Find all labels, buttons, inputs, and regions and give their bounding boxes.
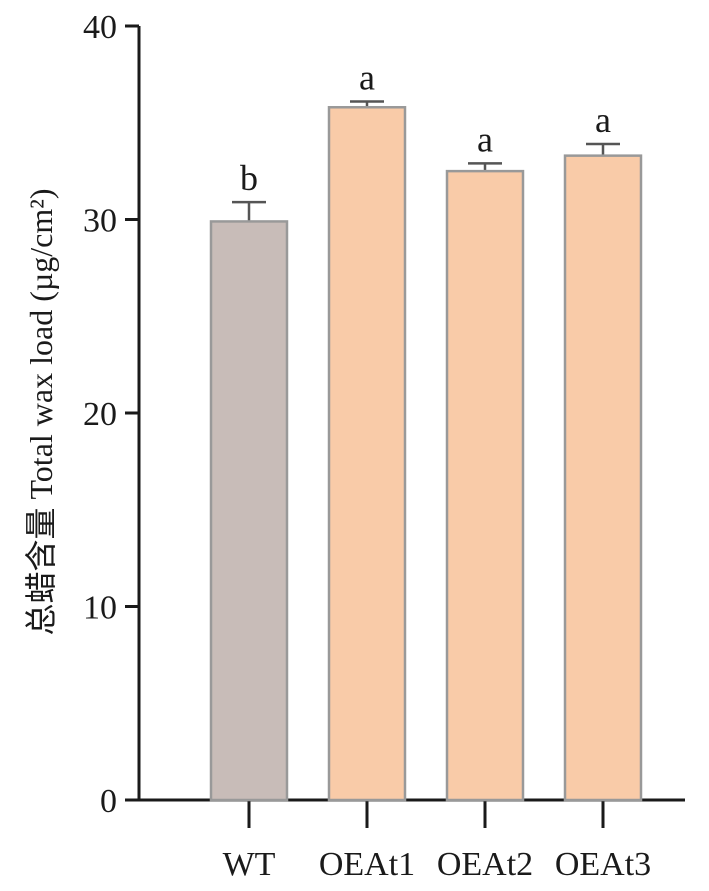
x-category-label: OEAt2 bbox=[437, 846, 533, 883]
significance-label: a bbox=[595, 100, 611, 140]
x-axis: WT OEAt1 OEAt2 OEAt3 bbox=[139, 798, 685, 883]
y-axis: 0 10 20 30 40 bbox=[83, 9, 141, 820]
bar-oeat1 bbox=[327, 106, 407, 802]
significance-label: b bbox=[240, 158, 258, 198]
y-tick-label: 0 bbox=[100, 783, 117, 820]
y-tick-label: 40 bbox=[83, 9, 117, 46]
x-category-label: WT bbox=[223, 846, 276, 883]
bar-oeat2 bbox=[445, 169, 525, 802]
x-category-label: OEAt3 bbox=[555, 846, 651, 883]
bar-group: b bbox=[209, 158, 289, 802]
bar-group: a bbox=[563, 100, 643, 802]
y-axis-title: 总蜡含量 Total wax load (µg/cm²) bbox=[23, 188, 59, 635]
bar-oeat3 bbox=[563, 154, 643, 802]
bars: b a a a bbox=[209, 57, 643, 802]
y-tick-label: 30 bbox=[83, 203, 117, 240]
x-category-label: OEAt1 bbox=[319, 846, 415, 883]
bar-group: a bbox=[445, 119, 525, 802]
y-tick-label: 20 bbox=[83, 396, 117, 433]
significance-label: a bbox=[477, 119, 493, 159]
y-tick-label: 10 bbox=[83, 590, 117, 627]
significance-label: a bbox=[359, 57, 375, 97]
bar-wt bbox=[209, 220, 289, 802]
bar-group: a bbox=[327, 57, 407, 802]
